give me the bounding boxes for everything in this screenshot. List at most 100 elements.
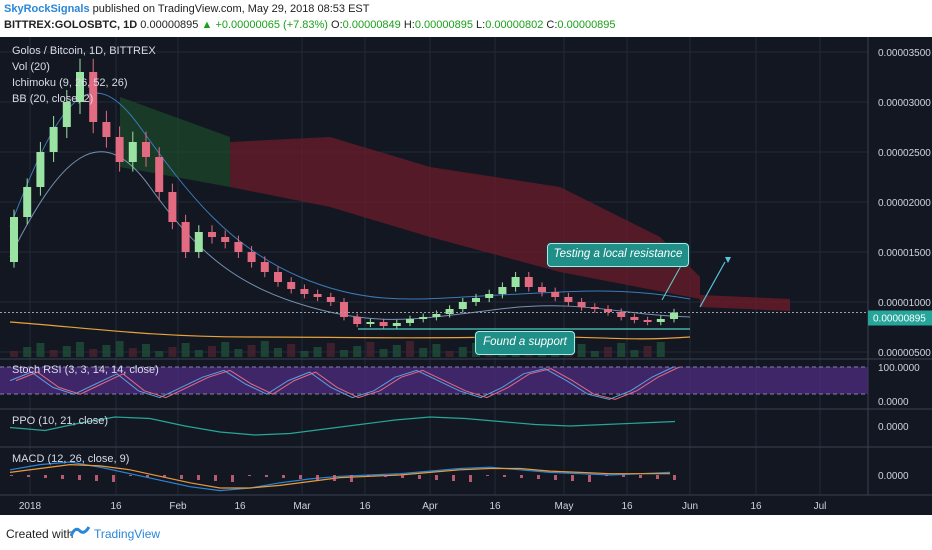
macd-histogram-bar xyxy=(214,475,217,481)
close-label: C: xyxy=(546,19,558,31)
candle-feb-18 xyxy=(234,242,243,252)
legend-main[interactable]: Golos / Bitcoin, 1D, BITTREX xyxy=(12,45,156,57)
candle-feb-3 xyxy=(168,192,177,222)
volume-bar xyxy=(590,351,599,357)
macd-histogram-bar xyxy=(503,475,506,477)
macd-histogram-bar xyxy=(588,475,591,482)
open-value: 0.00000849 xyxy=(342,19,401,31)
candle-may-10 xyxy=(590,307,599,309)
macd-histogram-bar xyxy=(44,475,47,478)
candle-may-4 xyxy=(564,297,573,302)
volume-bar xyxy=(168,347,177,357)
macd-histogram-bar xyxy=(622,475,625,477)
volume-bar xyxy=(458,347,467,357)
candle-mar-14 xyxy=(340,302,348,317)
chart-header: SkyRockSignals published on TradingView.… xyxy=(0,0,932,36)
volume-bar xyxy=(326,343,335,357)
legend-ichimoku[interactable]: Ichimoku (9, 26, 52, 26) xyxy=(12,77,128,89)
time-axis-tick-label: 16 xyxy=(234,501,246,512)
volume-bar xyxy=(102,345,111,357)
candle-jan-4 xyxy=(36,152,45,187)
macd-histogram-bar xyxy=(469,475,472,482)
chart-svg[interactable]: 0.00003500 0.00003000 0.00002500 0.00002000… xyxy=(0,37,932,515)
candle-may-7 xyxy=(577,302,586,307)
candle-feb-6 xyxy=(181,222,190,252)
stoch-d-line xyxy=(15,366,680,400)
macd-histogram-bar xyxy=(333,475,336,481)
projection-arrow-line xyxy=(699,261,726,308)
legend-vol[interactable]: Vol (20) xyxy=(12,61,50,73)
candle-apr-22 xyxy=(511,277,520,287)
ichimoku-cloud-future xyxy=(700,295,790,311)
projection-arrow-head-icon xyxy=(725,257,731,263)
time-axis-tick-label: Jun xyxy=(682,501,698,512)
macd-histogram-bar xyxy=(350,475,353,482)
high-label: H: xyxy=(403,19,415,31)
candle-apr-10 xyxy=(458,302,467,309)
volume-bar xyxy=(194,350,203,357)
macd-histogram-bar xyxy=(231,475,234,482)
candle-jan-16 xyxy=(89,72,98,122)
macd-signal-line xyxy=(9,463,670,489)
macd-histogram-bar xyxy=(282,475,285,478)
price-axis-tick-label: 0.00002000 xyxy=(878,198,931,209)
volume-bar xyxy=(49,350,58,357)
legend-bb[interactable]: BB (20, close, 2) xyxy=(12,93,94,105)
volume-bar xyxy=(76,342,84,357)
author-link[interactable]: SkyRockSignals xyxy=(4,3,90,15)
price-axis-tick-label: 0.00002500 xyxy=(878,148,931,159)
volume-bar xyxy=(419,348,428,357)
published-text: published on TradingView.com, May 29, 20… xyxy=(92,3,370,15)
last-price-tag xyxy=(868,310,932,326)
macd-histogram-bar xyxy=(367,475,370,476)
volume-bar xyxy=(392,345,401,357)
macd-histogram-bar xyxy=(639,475,642,478)
macd-histogram-bar xyxy=(656,475,659,479)
volume-bar xyxy=(23,347,32,357)
volume-bar xyxy=(366,342,375,357)
bollinger-basis xyxy=(9,151,691,320)
legend-stoch[interactable]: Stoch RSI (3, 3, 14, 14, close) xyxy=(12,364,159,376)
candle-apr-13 xyxy=(472,298,480,302)
candle-mar-5 xyxy=(300,289,309,294)
time-axis-tick-label: Apr xyxy=(422,501,438,512)
volume-bar xyxy=(221,342,230,357)
time-axis-tick-label: Jul xyxy=(814,501,827,512)
candle-feb-24 xyxy=(260,262,269,272)
price-axis-tick-label: 0.00000500 xyxy=(878,348,931,359)
candle-apr-4 xyxy=(432,314,441,317)
macd-histogram-bar xyxy=(520,475,523,478)
time-axis-tick-label: May xyxy=(555,501,574,512)
symbol-name[interactable]: BITTREX:GOLOSBTC, 1D xyxy=(4,19,138,31)
symbol-line: BITTREX:GOLOSBTC, 1D 0.00000895 ▲ +0.000… xyxy=(4,19,616,31)
chart-area[interactable]: 0.00003500 0.00003000 0.00002500 0.00002000… xyxy=(0,37,932,515)
volume-bar xyxy=(115,341,124,357)
volume-bar xyxy=(340,350,348,357)
legend-ppo[interactable]: PPO (10, 21, close) xyxy=(12,415,108,427)
resistance-callout[interactable]: Testing a local resistance xyxy=(547,243,689,267)
macd-histogram-bar xyxy=(129,475,132,476)
candle-mar-2 xyxy=(287,282,296,289)
candle-may-19 xyxy=(630,317,639,320)
volume-bar xyxy=(300,351,309,357)
time-axis-tick-label: 16 xyxy=(621,501,633,512)
candle-jan-7 xyxy=(49,127,58,152)
support-callout[interactable]: Found a support xyxy=(475,331,575,355)
low-value: 0.00000802 xyxy=(485,19,544,31)
candle-apr-7 xyxy=(445,309,454,314)
macd-histogram-bar xyxy=(299,475,302,479)
price-axis-tick-label: 0.00003500 xyxy=(878,48,931,59)
volume-bar xyxy=(247,345,256,357)
legend-macd[interactable]: MACD (12, 26, close, 9) xyxy=(12,453,130,465)
macd-histogram-bar xyxy=(486,475,489,476)
macd-histogram-bar xyxy=(401,475,404,478)
last-price-tag-label: 0.00000895 xyxy=(873,314,926,325)
tradingview-link[interactable]: TradingView xyxy=(94,527,161,541)
macd-histogram-bar xyxy=(384,475,387,477)
macd-histogram-bar xyxy=(163,475,166,478)
volume-bar xyxy=(313,347,322,357)
footer: Created with TradingView xyxy=(0,515,932,550)
candle-may-25 xyxy=(656,319,665,322)
candle-mar-20 xyxy=(366,322,375,324)
volume-bar xyxy=(128,348,137,357)
